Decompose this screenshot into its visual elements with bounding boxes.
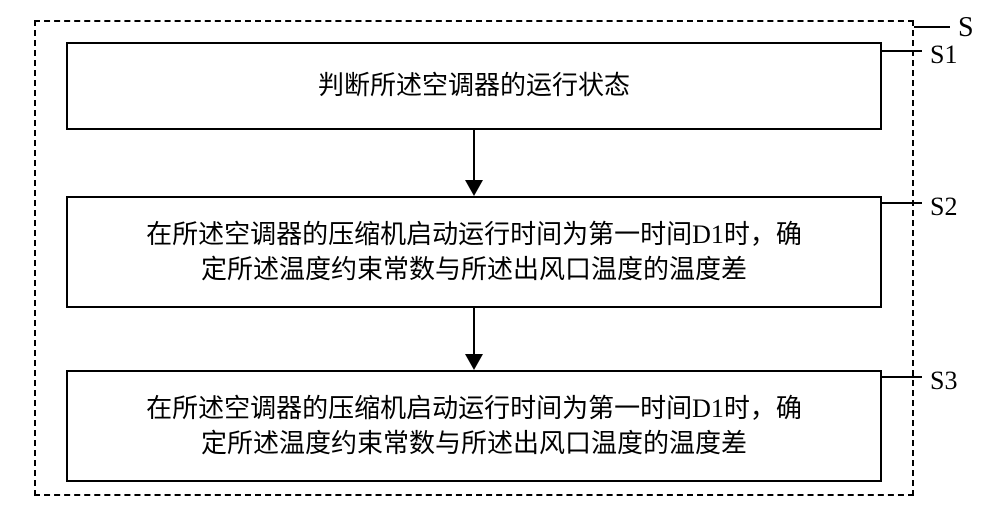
leader-line [882, 202, 922, 204]
leader-line [914, 26, 950, 28]
step-s2: 在所述空调器的压缩机启动运行时间为第一时间D1时，确 定所述温度约束常数与所述出… [66, 196, 882, 308]
step-s3-label: S3 [930, 366, 957, 396]
step-s2-text: 在所述空调器的压缩机启动运行时间为第一时间D1时，确 定所述温度约束常数与所述出… [146, 217, 802, 287]
arrow-head-icon [465, 354, 483, 370]
arrow-s1-s2 [473, 130, 475, 180]
step-s1-text: 判断所述空调器的运行状态 [318, 68, 630, 103]
leader-line [882, 376, 922, 378]
step-s2-label: S2 [930, 192, 957, 222]
outer-label: S [958, 12, 974, 44]
step-s3: 在所述空调器的压缩机启动运行时间为第一时间D1时，确 定所述温度约束常数与所述出… [66, 370, 882, 482]
leader-line [882, 50, 922, 52]
step-s1-label: S1 [930, 40, 957, 70]
arrow-s2-s3 [473, 308, 475, 354]
arrow-head-icon [465, 180, 483, 196]
diagram-canvas: S 判断所述空调器的运行状态 S1 在所述空调器的压缩机启动运行时间为第一时间D… [0, 0, 1000, 516]
step-s3-text: 在所述空调器的压缩机启动运行时间为第一时间D1时，确 定所述温度约束常数与所述出… [146, 391, 802, 461]
step-s1: 判断所述空调器的运行状态 [66, 42, 882, 130]
